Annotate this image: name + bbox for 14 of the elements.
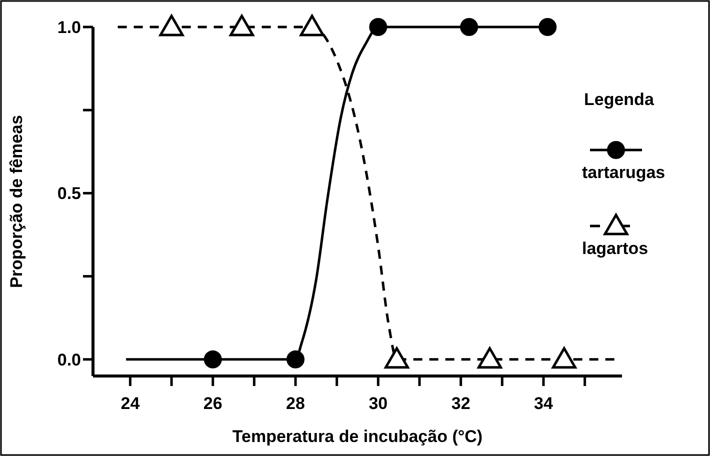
x-tick-label: 30 xyxy=(368,394,388,413)
y-axis-title: Proporção de fêmeas xyxy=(7,115,26,288)
legend-label: tartarugas xyxy=(582,163,666,182)
text: 0.0 xyxy=(57,350,81,370)
x-tick-label: 26 xyxy=(203,394,222,413)
y-tick-label: 1.0 xyxy=(57,18,81,37)
y-tick-label: 0.5 xyxy=(57,184,81,204)
x-tick-label: 34 xyxy=(534,394,554,413)
legend-label: lagartos xyxy=(582,239,648,258)
x-tick-label: 24 xyxy=(120,394,140,413)
x-tick-label: 32 xyxy=(451,394,470,413)
legend-title: Legenda xyxy=(584,90,654,109)
x-axis-title: Temperatura de incubação (°C) xyxy=(232,427,483,446)
x-tick-label: 28 xyxy=(286,394,305,413)
